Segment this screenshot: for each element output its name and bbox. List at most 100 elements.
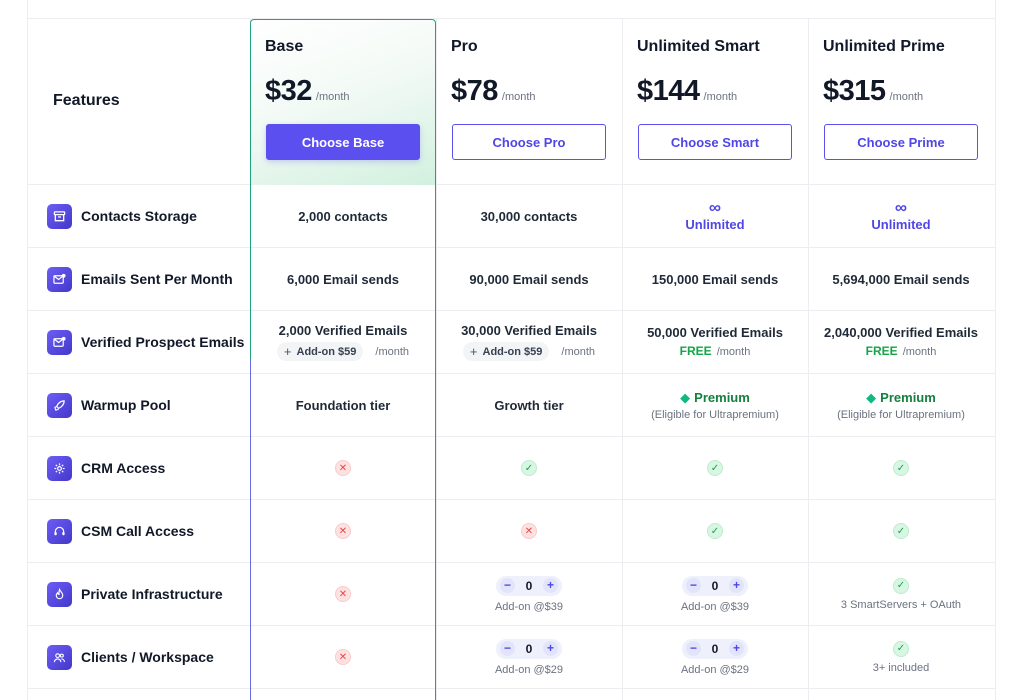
cell-infra-smart: − 0 + Add-on @$39 bbox=[622, 563, 808, 625]
row-divider bbox=[27, 184, 996, 185]
feature-label: CRM Access bbox=[81, 460, 166, 476]
cell-emails-pro: 90,000 Email sends bbox=[436, 248, 622, 310]
increment-button[interactable]: + bbox=[729, 578, 744, 593]
column-divider bbox=[622, 19, 623, 700]
addon-label: Add-on $59 bbox=[296, 345, 357, 358]
plan-price: $32/month bbox=[265, 75, 350, 108]
plus-icon: + bbox=[469, 344, 478, 359]
plan-price: $144/month bbox=[637, 75, 737, 108]
cell-value: 5,694,000 Email sends bbox=[832, 271, 970, 287]
cell-value: 150,000 Email sends bbox=[651, 271, 779, 287]
cell-crm-prime: ✓ bbox=[808, 437, 994, 499]
stepper-value: 0 bbox=[525, 641, 533, 656]
archive-icon bbox=[47, 203, 72, 229]
free-label: FREE bbox=[865, 343, 898, 358]
addon-row: + Add-on $59 /month bbox=[276, 342, 409, 361]
premium-subtext: (Eligible for Ultrapremium) bbox=[837, 408, 965, 421]
decrement-button[interactable]: − bbox=[686, 641, 701, 656]
rocket-icon bbox=[47, 392, 72, 418]
row-divider bbox=[27, 688, 996, 689]
cell-clients-prime: ✓ 3+ included bbox=[808, 626, 994, 688]
cell-emails-base: 6,000 Email sends bbox=[250, 248, 436, 310]
decrement-button[interactable]: − bbox=[686, 578, 701, 593]
diamond-icon: ◆ bbox=[866, 389, 877, 405]
cell-csm-prime: ✓ bbox=[808, 500, 994, 562]
row-divider bbox=[27, 625, 996, 626]
cell-crm-base: ✕ bbox=[250, 437, 436, 499]
mail-check-icon bbox=[47, 329, 72, 355]
addon-button[interactable]: + Add-on $59 bbox=[462, 342, 550, 361]
month-label: /month bbox=[902, 345, 937, 358]
plan-pro: Pro $78/month Choose Pro bbox=[436, 20, 622, 185]
diamond-icon: ◆ bbox=[680, 389, 691, 405]
cell-clients-smart: − 0 + Add-on @$29 bbox=[622, 626, 808, 688]
stepper-value: 0 bbox=[711, 641, 719, 656]
cell-warmup-smart: ◆ Premium (Eligible for Ultrapremium) bbox=[622, 374, 808, 436]
cell-value: Growth tier bbox=[494, 397, 564, 413]
cell-contacts-prime: ∞ Unlimited bbox=[808, 185, 994, 247]
check-icon: ✓ bbox=[893, 460, 909, 476]
cross-icon: ✕ bbox=[335, 586, 351, 602]
mail-send-icon bbox=[47, 266, 72, 292]
price-period: /month bbox=[501, 91, 536, 103]
decrement-button[interactable]: − bbox=[500, 578, 515, 593]
cell-infra-base: ✕ bbox=[250, 563, 436, 625]
premium-label: Premium bbox=[694, 390, 750, 405]
cell-emails-smart: 150,000 Email sends bbox=[622, 248, 808, 310]
cell-value: 50,000 Verified Emails bbox=[647, 324, 783, 340]
cell-csm-pro: ✕ bbox=[436, 500, 622, 562]
choose-prime-button[interactable]: Choose Prime bbox=[824, 124, 978, 160]
cell-value: 90,000 Email sends bbox=[469, 271, 589, 287]
cell-warmup-prime: ◆ Premium (Eligible for Ultrapremium) bbox=[808, 374, 994, 436]
features-heading: Features bbox=[53, 92, 120, 109]
plan-name: Unlimited Smart bbox=[637, 38, 760, 55]
premium-subtext: (Eligible for Ultrapremium) bbox=[651, 408, 779, 421]
feature-warmup-pool: Warmup Pool bbox=[47, 392, 171, 418]
unlimited-value: ∞ Unlimited bbox=[685, 197, 744, 232]
addon-label: Add-on $59 bbox=[482, 345, 543, 358]
stepper-value: 0 bbox=[711, 578, 719, 593]
infinity-icon: ∞ bbox=[708, 197, 722, 217]
check-icon: ✓ bbox=[707, 460, 723, 476]
cell-value: 6,000 Email sends bbox=[286, 271, 399, 287]
feature-label: Verified Prospect Emails bbox=[81, 334, 245, 350]
gear-icon bbox=[47, 455, 72, 481]
feature-crm-access: CRM Access bbox=[47, 455, 165, 481]
cell-clients-pro: − 0 + Add-on @$29 bbox=[436, 626, 622, 688]
column-divider bbox=[436, 19, 437, 700]
choose-base-button[interactable]: Choose Base bbox=[266, 124, 420, 160]
free-row: FREE/month bbox=[680, 342, 751, 360]
cross-icon: ✕ bbox=[521, 523, 537, 539]
stepper-value: 0 bbox=[525, 578, 533, 593]
cell-contacts-smart: ∞ Unlimited bbox=[622, 185, 808, 247]
choose-smart-button[interactable]: Choose Smart bbox=[638, 124, 792, 160]
addon-button[interactable]: + Add-on $59 bbox=[276, 342, 364, 361]
addon-price: Add-on @$29 bbox=[494, 663, 564, 676]
increment-button[interactable]: + bbox=[729, 641, 744, 656]
cell-crm-pro: ✓ bbox=[436, 437, 622, 499]
feature-contacts-storage: Contacts Storage bbox=[47, 203, 197, 229]
cell-verified-smart: 50,000 Verified Emails FREE/month bbox=[622, 311, 808, 373]
decrement-button[interactable]: − bbox=[500, 641, 515, 656]
increment-button[interactable]: + bbox=[543, 578, 558, 593]
quantity-stepper: − 0 + bbox=[496, 575, 562, 596]
infinity-icon: ∞ bbox=[894, 197, 908, 217]
premium-badge: ◆ Premium bbox=[866, 390, 936, 406]
cell-csm-base: ✕ bbox=[250, 500, 436, 562]
month-label: /month bbox=[561, 345, 596, 358]
included-note: 3 SmartServers + OAuth bbox=[840, 598, 962, 611]
choose-pro-button[interactable]: Choose Pro bbox=[452, 124, 606, 160]
headset-icon bbox=[47, 518, 72, 544]
cell-value: 2,040,000 Verified Emails bbox=[824, 324, 978, 340]
price-amount: $315 bbox=[823, 75, 886, 107]
increment-button[interactable]: + bbox=[543, 641, 558, 656]
cell-crm-smart: ✓ bbox=[622, 437, 808, 499]
free-label: FREE bbox=[679, 343, 712, 358]
column-divider bbox=[808, 19, 809, 700]
premium-label: Premium bbox=[880, 390, 936, 405]
cell-value: 2,000 contacts bbox=[298, 208, 388, 224]
row-divider bbox=[27, 310, 996, 311]
plan-price: $315/month bbox=[823, 75, 923, 108]
table-top-strip bbox=[27, 0, 996, 19]
addon-price: Add-on @$39 bbox=[494, 600, 564, 613]
